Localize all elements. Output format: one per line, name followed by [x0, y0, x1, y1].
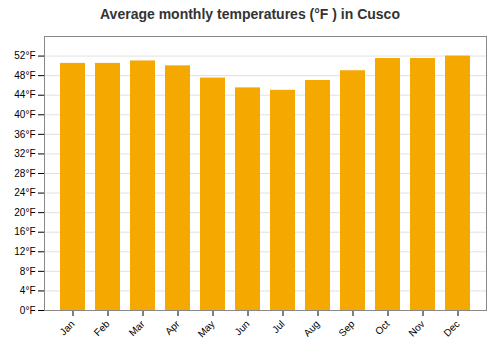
svg-text:12°F: 12°F	[14, 246, 35, 257]
svg-text:Nov: Nov	[406, 318, 426, 338]
svg-text:40°F: 40°F	[14, 109, 35, 120]
svg-text:44°F: 44°F	[14, 89, 35, 100]
svg-text:36°F: 36°F	[14, 129, 35, 140]
svg-text:28°F: 28°F	[14, 168, 35, 179]
svg-text:24°F: 24°F	[14, 187, 35, 198]
svg-text:52°F: 52°F	[14, 50, 35, 61]
svg-text:Apr: Apr	[163, 318, 182, 337]
svg-text:Aug: Aug	[301, 318, 321, 338]
svg-text:Sep: Sep	[336, 318, 357, 339]
svg-text:Jan: Jan	[57, 318, 76, 337]
svg-text:0°F: 0°F	[20, 305, 36, 316]
svg-text:Mar: Mar	[127, 318, 147, 338]
svg-text:4°F: 4°F	[20, 285, 36, 296]
svg-text:Oct: Oct	[373, 318, 392, 337]
svg-text:16°F: 16°F	[14, 226, 35, 237]
svg-text:20°F: 20°F	[14, 207, 35, 218]
svg-text:Jun: Jun	[232, 318, 251, 337]
svg-text:8°F: 8°F	[20, 266, 36, 277]
svg-text:48°F: 48°F	[14, 70, 35, 81]
html-text:Average monthly temperatures (: Average monthly temperatures (°F ) in Cu…	[100, 6, 400, 22]
svg-text:May: May	[196, 318, 217, 339]
svg-text:Jul: Jul	[270, 318, 287, 335]
svg-text:Feb: Feb	[92, 318, 112, 338]
svg-text:Dec: Dec	[441, 318, 461, 338]
svg-text:32°F: 32°F	[14, 148, 35, 159]
